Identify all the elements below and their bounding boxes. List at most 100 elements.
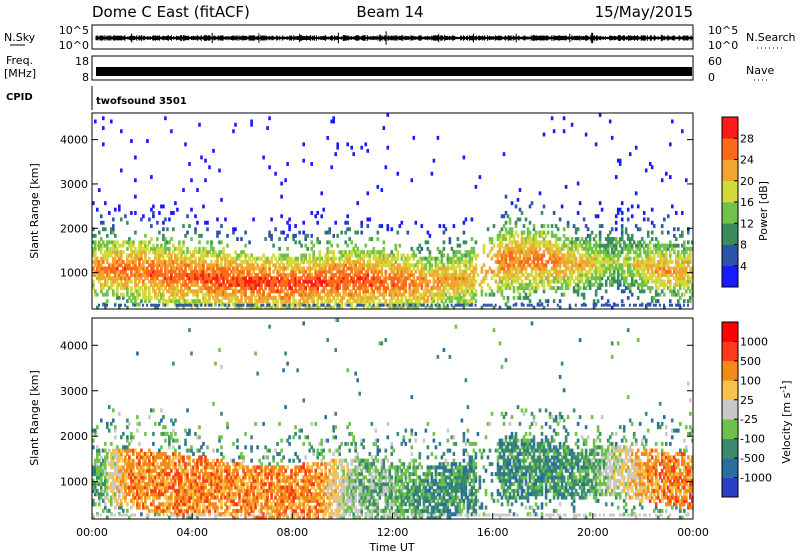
echo-cell [332, 250, 335, 254]
echo-cell [407, 231, 410, 235]
echo-cell [360, 221, 363, 225]
ground-scatter-cell [260, 304, 262, 307]
echo-cell [529, 231, 532, 235]
echo-cell [126, 502, 129, 506]
nsearch-tick-top: 10^5 [708, 24, 738, 37]
colorbar-tick-label: 24 [740, 154, 754, 167]
echo-cell [196, 221, 199, 225]
ground-scatter-cell [489, 304, 491, 307]
echo-cell [272, 244, 275, 248]
echo-cell [134, 178, 137, 182]
echo-cell [605, 289, 608, 293]
echo-cell [661, 224, 664, 228]
echo-cell [294, 224, 297, 228]
echo-cell [304, 254, 307, 258]
ground-scatter-cell [495, 304, 497, 307]
echo-cell [160, 445, 163, 449]
echo-cell [365, 142, 368, 146]
echo-cell [475, 280, 478, 284]
echo-cell [216, 218, 219, 222]
echo-cell [475, 240, 478, 244]
echo-cell [397, 250, 400, 254]
echo-cell [266, 126, 269, 130]
ground-scatter-cell [188, 304, 190, 307]
echo-cell [226, 244, 229, 248]
echo-cell [599, 201, 602, 205]
echo-cell [629, 152, 632, 156]
echo-cell [170, 129, 173, 133]
echo-cell [190, 178, 193, 182]
echo-cell [597, 214, 600, 218]
echo-cell [310, 234, 313, 238]
echo-cell [168, 247, 171, 251]
echo-cell [150, 296, 153, 300]
echo-cell [160, 408, 163, 412]
ground-scatter-cell [114, 304, 116, 307]
echo-cell [529, 299, 532, 303]
echo-cell [206, 221, 209, 225]
echo-cell [144, 234, 147, 238]
echo-cell [651, 237, 654, 241]
echo-cell [631, 205, 634, 209]
ground-scatter-cell [268, 304, 270, 307]
echo-cell [559, 218, 562, 222]
echo-cell [475, 263, 478, 267]
ground-scatter-cell [228, 304, 230, 307]
ground-scatter-cell [218, 304, 220, 307]
echo-cell [563, 116, 566, 120]
echo-cell [244, 244, 247, 248]
ground-scatter-cell [194, 304, 196, 307]
echo-cell [328, 227, 331, 231]
ground-scatter-cell [348, 304, 350, 307]
ground-scatter-cell [557, 304, 559, 307]
echo-cell [332, 116, 335, 120]
echo-cell [306, 247, 309, 251]
ground-scatter-cell [427, 304, 429, 307]
ground-scatter-cell [363, 304, 365, 307]
nsky-trace [96, 31, 692, 44]
ground-scatter-cell [252, 304, 254, 307]
echo-cell [631, 293, 634, 297]
echo-cell [631, 234, 634, 238]
echo-cell [294, 234, 297, 238]
echo-cell [397, 172, 400, 176]
echo-cell [322, 208, 325, 212]
echo-cell [509, 218, 512, 222]
echo-cell [146, 139, 149, 143]
echo-cell [429, 234, 432, 238]
echo-cell [224, 218, 227, 222]
ground-scatter-cell [483, 304, 485, 307]
echo-cell [531, 201, 534, 205]
echo-cell [445, 227, 448, 231]
ground-scatter-cell [491, 304, 493, 307]
echo-cell [523, 231, 526, 235]
echo-cell [595, 142, 598, 146]
echo-cell [431, 172, 434, 176]
echo-cell [521, 211, 524, 215]
echo-cell [631, 214, 634, 218]
ground-scatter-cell [653, 304, 655, 307]
echo-cell [683, 299, 686, 303]
ground-scatter-cell [531, 304, 533, 307]
echo-cell [268, 116, 271, 120]
ground-scatter-cell [623, 304, 625, 307]
echo-cell [202, 205, 205, 209]
echo-cell [681, 231, 684, 235]
echo-cell [336, 244, 339, 248]
echo-cell [208, 165, 211, 169]
echo-cell [316, 221, 319, 225]
echo-cell [411, 178, 414, 182]
echo-cell [124, 214, 127, 218]
echo-cell [465, 218, 468, 222]
echo-cell [126, 221, 129, 225]
echo-cell [661, 178, 664, 182]
echo-cell [176, 208, 179, 212]
echo-cell [485, 293, 488, 297]
echo-cell [190, 237, 193, 241]
echo-cell [479, 175, 482, 179]
colorbar-tick-label: 28 [740, 132, 754, 145]
ground-scatter-cell [457, 304, 459, 307]
echo-cell [112, 224, 115, 228]
echo-cell [122, 509, 125, 513]
echo-cell [162, 205, 165, 209]
